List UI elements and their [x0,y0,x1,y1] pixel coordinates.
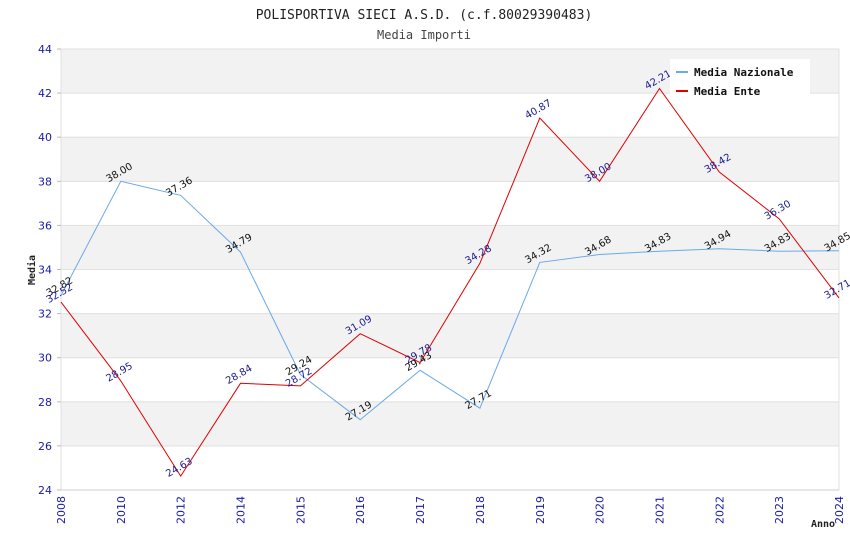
grid-band [60,313,840,359]
chart-subtitle: Media Importi [377,28,471,42]
y-tick-label: 24 [38,484,52,497]
legend: Media Nazionale Media Ente [670,59,810,99]
x-axis-label: Anno [811,519,835,530]
series-line-1 [60,180,840,421]
grid-bands [60,48,840,491]
x-tick-label: 2020 [594,496,607,524]
x-tick-label: 2022 [713,496,726,524]
x-tick-label: 2012 [175,496,188,524]
y-tick-label: 30 [38,352,52,365]
grid-band [60,401,840,447]
chart-title: POLISPORTIVA SIECI A.S.D. (c.f.800293904… [256,8,593,23]
x-tick-label: 2008 [55,496,68,524]
legend-entry: Media Nazionale [694,66,794,79]
grid-band [60,224,840,270]
y-axis-ticks: 24 26 28 30 32 34 36 38 40 42 44 [38,43,61,497]
grid-band [60,445,840,491]
series-line-2 [60,87,840,478]
y-tick-label: 34 [38,264,52,277]
legend-box [670,59,810,99]
grid-band [60,92,840,138]
x-tick-label: 2010 [115,496,128,524]
y-axis-label: Media [26,255,38,285]
y-tick-label: 44 [38,43,52,56]
y-tick-label: 32 [38,308,52,321]
x-axis-ticks: 2008 2010 2012 2014 2015 2016 2017 2018 2019 2020… [55,496,846,524]
y-tick-label: 36 [38,219,52,232]
grid-band [60,269,840,315]
x-tick-label: 2016 [354,496,367,524]
legend-entry: Media Ente [694,85,761,98]
x-tick-label: 2018 [474,496,487,524]
x-tick-label: 2019 [534,496,547,524]
y-tick-label: 42 [38,87,52,100]
y-tick-label: 26 [38,440,52,453]
x-tick-label: 2017 [414,496,427,524]
y-tick-label: 38 [38,175,52,188]
x-tick-label: 2024 [833,496,846,524]
x-tick-label: 2021 [653,496,666,524]
x-tick-label: 2014 [235,496,248,524]
grid-band [60,136,840,182]
y-tick-label: 28 [38,396,52,409]
series-group [60,87,840,478]
grid-band [60,357,840,403]
y-tick-label: 40 [38,131,52,144]
x-tick-label: 2015 [294,496,307,524]
x-tick-label: 2023 [773,496,786,524]
